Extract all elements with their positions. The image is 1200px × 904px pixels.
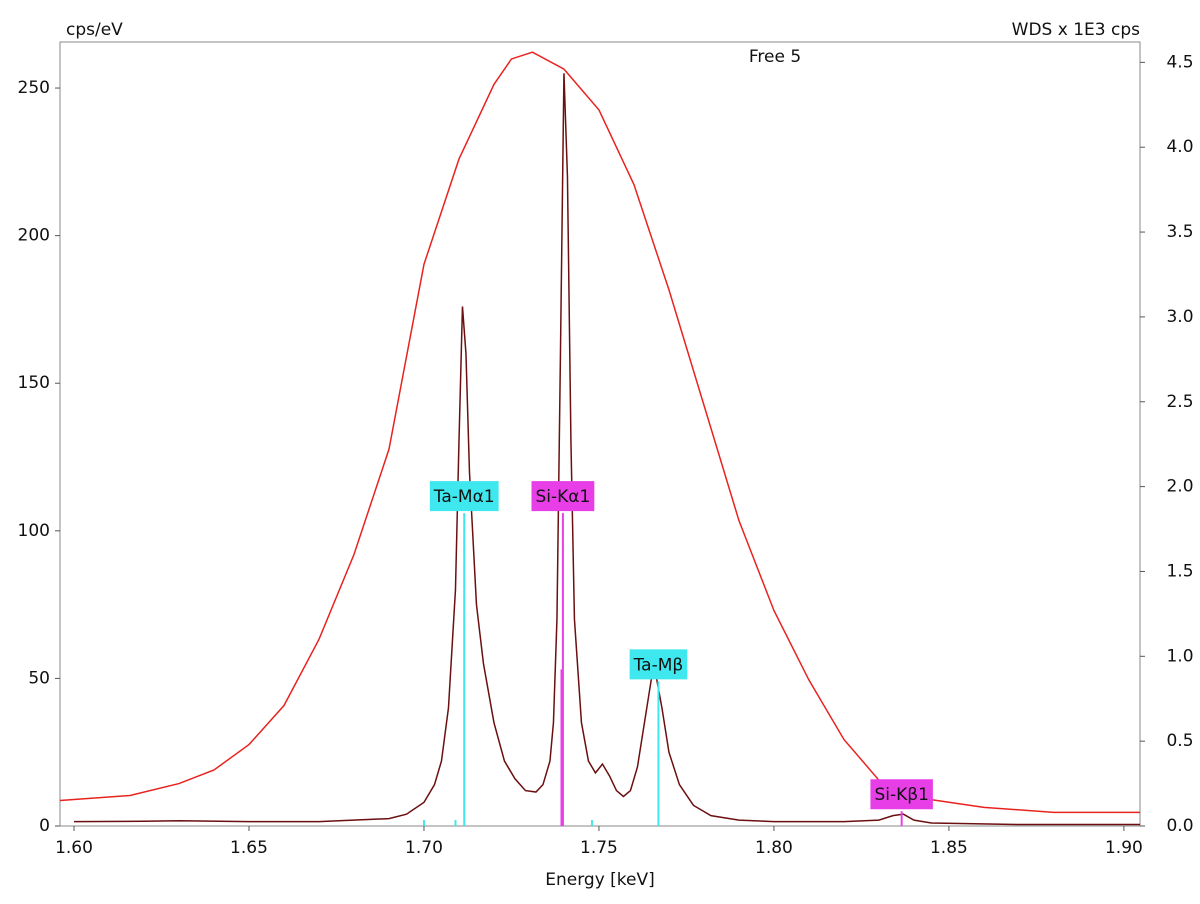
element-label-text: Si-Kβ1 <box>874 785 928 805</box>
y2-tick-label: 2.5 <box>1166 392 1193 412</box>
y-axis-label: cps/eV <box>66 20 123 40</box>
y2-tick-label: 1.5 <box>1166 561 1193 581</box>
element-label: Si-Kα1 <box>531 481 595 512</box>
x-tick-label: 1.60 <box>55 838 93 858</box>
x-axis-label: Energy [keV] <box>545 870 655 890</box>
y2-tick-label: 3.5 <box>1166 222 1193 242</box>
y2-tick-label: 3.0 <box>1166 307 1193 327</box>
y2-tick-label: 1.0 <box>1166 646 1193 666</box>
y-tick-label: 200 <box>18 226 50 246</box>
element-label-text: Si-Kα1 <box>535 487 590 507</box>
x-tick-label: 1.80 <box>755 838 793 858</box>
x-tick-label: 1.75 <box>580 838 618 858</box>
y-tick-label: 50 <box>28 668 50 688</box>
element-label-text: Ta-Mα1 <box>433 487 495 507</box>
x-tick-label: 1.70 <box>405 838 443 858</box>
y2-tick-label: 2.0 <box>1166 477 1193 497</box>
element-label-box <box>531 481 595 512</box>
y2-tick-label: 0.0 <box>1166 816 1193 836</box>
y2-tick-label: 0.5 <box>1166 731 1193 751</box>
chart-title: Free 5 <box>749 47 801 67</box>
y-tick-label: 0 <box>39 816 50 836</box>
element-label-box <box>429 481 499 512</box>
x-tick-label: 1.85 <box>930 838 968 858</box>
y-tick-label: 100 <box>18 521 50 541</box>
x-tick-label: 1.65 <box>230 838 268 858</box>
y-tick-label: 150 <box>18 373 50 393</box>
spectrum-line <box>73 73 1140 826</box>
y2-axis-label: WDS x 1E3 cps <box>1012 20 1140 40</box>
element-label-box <box>870 779 933 810</box>
x-tick-label: 1.90 <box>1105 838 1143 858</box>
element-label-text: Ta-Mβ <box>633 655 684 675</box>
element-label: Si-Kβ1 <box>870 779 933 810</box>
element-label: Ta-Mβ <box>629 649 688 680</box>
y2-tick-label: 4.5 <box>1166 52 1193 72</box>
y2-tick-label: 4.0 <box>1166 137 1193 157</box>
spectrum-line <box>59 51 1140 814</box>
y-tick-label: 250 <box>18 78 50 98</box>
plot-frame <box>59 41 1141 827</box>
element-label-box <box>629 649 688 680</box>
element-label: Ta-Mα1 <box>429 481 499 512</box>
